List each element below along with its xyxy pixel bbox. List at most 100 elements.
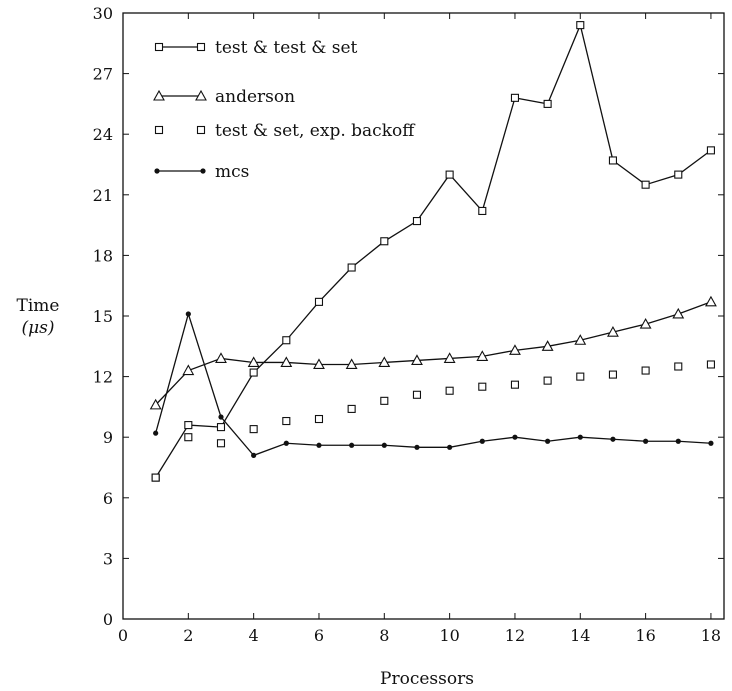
- data-point-anderson: [607, 326, 619, 337]
- data-point-test-test-set: [706, 146, 715, 155]
- data-point-test-set-backoff: [347, 404, 356, 413]
- series-test-test-set: [151, 21, 715, 482]
- data-point-test-set-backoff: [314, 414, 324, 424]
- series-line-mcs: [155, 311, 711, 457]
- legend-label-test-set-backoff: test & set, exp. backoff: [215, 121, 416, 141]
- legend-marker-anderson: [195, 89, 207, 101]
- data-point-test-set-backoff: [184, 433, 193, 442]
- y-tick-label: 3: [103, 549, 113, 568]
- data-point-test-test-set: [510, 93, 520, 102]
- data-point-test-set-backoff: [608, 370, 617, 379]
- data-point-test-set-backoff: [576, 372, 585, 381]
- legend-item-anderson: anderson: [153, 87, 295, 107]
- y-tick-label: 12: [93, 368, 113, 387]
- data-point-anderson: [541, 340, 554, 351]
- y-tick-label: 6: [103, 489, 113, 508]
- data-point-anderson: [574, 334, 587, 345]
- data-point-test-set-backoff: [641, 366, 650, 375]
- data-point-anderson: [443, 352, 456, 363]
- data-point-anderson: [215, 352, 227, 363]
- data-point-test-set-backoff: [706, 360, 715, 369]
- x-tick-label: 14: [570, 626, 590, 645]
- data-point-mcs: [545, 438, 551, 444]
- y-tick-label: 27: [93, 65, 113, 84]
- x-tick-label: 4: [249, 626, 259, 645]
- legend-item-test-test-set: test & test & set: [154, 38, 358, 58]
- data-point-mcs: [218, 414, 224, 420]
- data-point-mcs: [283, 440, 289, 446]
- data-point-anderson: [280, 356, 293, 368]
- series-line-test-test-set: [155, 23, 712, 478]
- data-point-test-set-backoff: [445, 386, 454, 395]
- data-point-mcs: [316, 442, 322, 448]
- y-tick-label: 15: [93, 307, 113, 326]
- data-point-anderson: [182, 364, 195, 376]
- data-point-anderson: [313, 358, 325, 370]
- data-point-test-test-set: [608, 156, 617, 165]
- data-point-test-test-set: [282, 336, 291, 345]
- legend-marker-anderson: [153, 89, 165, 101]
- legend-label-anderson: anderson: [215, 87, 295, 107]
- data-point-test-test-set: [184, 421, 193, 430]
- data-point-mcs: [675, 438, 681, 444]
- data-point-mcs: [381, 442, 387, 448]
- series-mcs: [153, 311, 714, 458]
- x-tick-label: 16: [635, 626, 655, 645]
- x-tick-label: 6: [314, 626, 324, 645]
- plot-frame: [122, 12, 725, 620]
- data-point-test-set-backoff: [216, 439, 226, 448]
- data-point-test-test-set: [674, 170, 683, 179]
- y-axis-unit: (μs): [21, 318, 54, 338]
- data-point-mcs: [479, 438, 485, 444]
- data-point-mcs: [185, 311, 191, 317]
- y-tick-label: 9: [103, 428, 113, 447]
- x-tick-label: 18: [701, 626, 721, 645]
- data-point-test-set-backoff: [543, 376, 552, 385]
- legend-marker-test-test-set: [196, 42, 206, 52]
- legend-marker-mcs: [200, 168, 206, 174]
- data-point-anderson: [509, 344, 521, 355]
- data-point-mcs: [447, 444, 453, 450]
- y-axis-label: Time: [17, 296, 60, 316]
- y-tick-label: 0: [103, 610, 113, 629]
- data-point-mcs: [610, 436, 616, 442]
- legend-label-test-test-set: test & test & set: [215, 38, 358, 58]
- data-point-test-test-set: [478, 206, 487, 216]
- series-line-anderson: [155, 301, 712, 406]
- data-point-anderson: [705, 295, 717, 307]
- data-point-mcs: [643, 438, 649, 444]
- legend-marker-test-set-backoff: [196, 125, 206, 135]
- data-point-mcs: [153, 430, 159, 436]
- data-point-test-set-backoff: [412, 390, 422, 399]
- data-point-test-test-set: [543, 99, 552, 108]
- legend-label-mcs: mcs: [215, 162, 249, 182]
- series-anderson: [149, 295, 717, 410]
- legend-marker-test-set-backoff: [154, 125, 164, 135]
- series-layer: [149, 21, 717, 482]
- data-point-test-set-backoff: [674, 362, 683, 371]
- data-point-anderson: [345, 358, 358, 370]
- legend-item-mcs: mcs: [154, 162, 249, 182]
- legend-item-test-set-backoff: test & set, exp. backoff: [154, 121, 416, 141]
- data-point-mcs: [251, 452, 257, 458]
- data-point-mcs: [708, 440, 714, 446]
- data-point-mcs: [349, 442, 355, 448]
- data-point-test-test-set: [445, 170, 454, 179]
- data-point-test-test-set: [347, 263, 356, 272]
- data-point-test-test-set: [314, 297, 324, 306]
- data-point-test-set-backoff: [380, 396, 389, 405]
- data-point-test-test-set: [641, 180, 650, 189]
- data-point-anderson: [149, 398, 162, 410]
- x-tick-label: 2: [183, 626, 193, 645]
- legend: test & test & set anderson test & set, exp…: [153, 38, 416, 182]
- data-point-anderson: [639, 317, 652, 329]
- data-point-test-test-set: [380, 237, 389, 246]
- data-point-mcs: [577, 434, 583, 440]
- data-point-mcs: [512, 434, 518, 440]
- x-tick-label: 8: [379, 626, 389, 645]
- y-tick-label: 24: [93, 125, 113, 144]
- y-tick-label: 21: [93, 186, 113, 205]
- data-point-test-test-set: [412, 217, 422, 226]
